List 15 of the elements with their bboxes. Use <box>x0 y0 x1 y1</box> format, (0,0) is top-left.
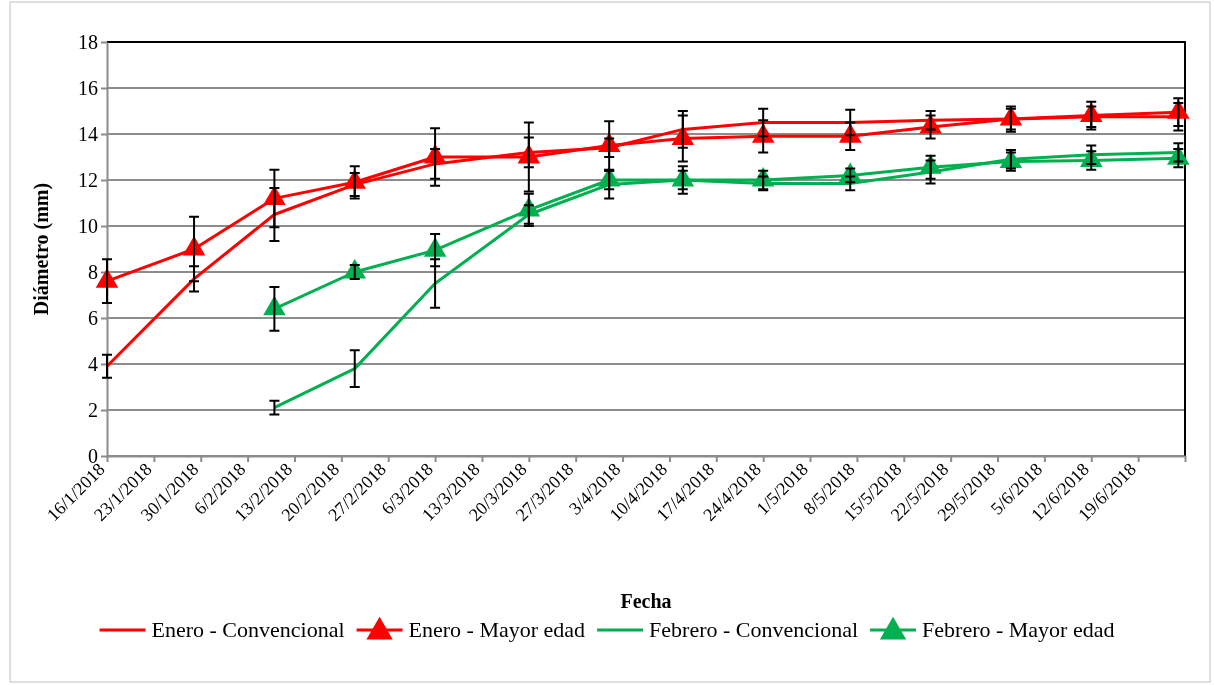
y-tick-label: 2 <box>88 398 98 421</box>
legend-label: Febrero - Convencional <box>649 617 859 642</box>
legend-label: Febrero - Mayor edad <box>922 617 1115 642</box>
y-tick-label: 16 <box>78 76 98 99</box>
legend-label: Enero - Mayor edad <box>408 617 586 642</box>
y-tick-label: 10 <box>78 214 98 237</box>
y-tick-label: 12 <box>78 168 98 191</box>
y-tick-label: 6 <box>88 306 98 329</box>
legend-label: Enero - Convencional <box>151 617 345 642</box>
y-tick-label: 8 <box>88 260 98 283</box>
y-tick-label: 4 <box>88 352 98 375</box>
y-tick-label: 18 <box>78 30 98 53</box>
y-tick-label: 14 <box>78 122 98 145</box>
x-axis-title: Fecha <box>620 590 672 612</box>
y-axis-title: Diámetro (mm) <box>30 182 53 316</box>
